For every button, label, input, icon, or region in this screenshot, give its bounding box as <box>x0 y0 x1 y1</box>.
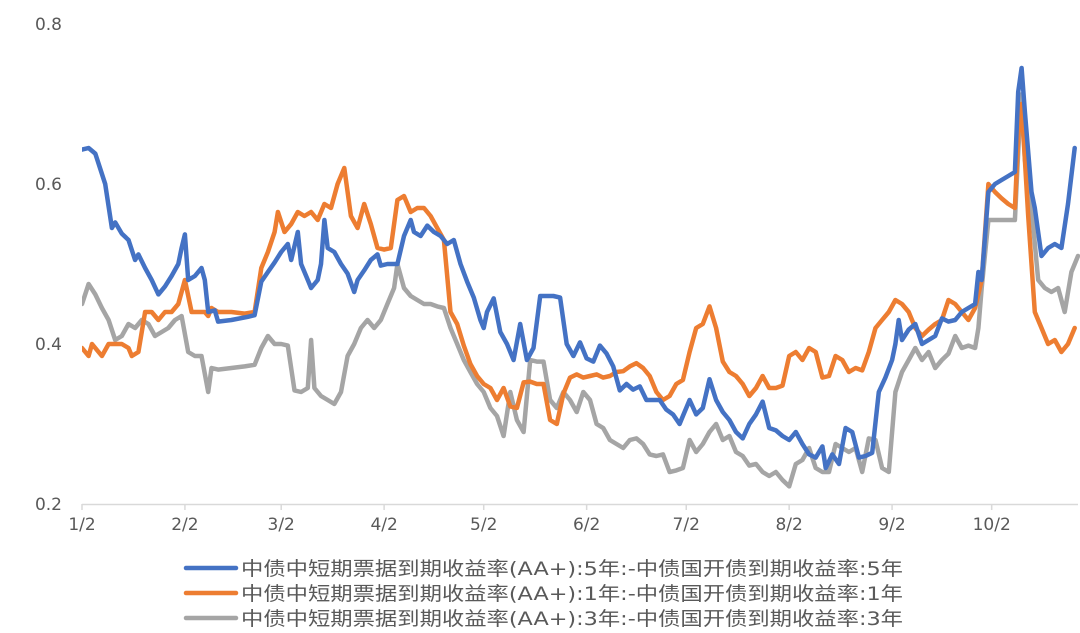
y-tick-label: 0.6 <box>35 175 62 195</box>
x-tick-label: 3/2 <box>268 515 295 535</box>
series-lines <box>82 65 1080 489</box>
x-tick-label: 10/2 <box>973 515 1011 535</box>
legend-label-2: 中债中短期票据到期收益率(AA+):1年:-中债国开债到期收益率:1年 <box>241 583 903 605</box>
y-tick-label: 0.4 <box>35 335 62 355</box>
x-tick-label: 8/2 <box>775 515 802 535</box>
y-tick-label: 0.8 <box>35 15 62 35</box>
x-tick-label: 5/2 <box>470 515 497 535</box>
legend: 中债中短期票据到期收益率(AA+):5年:-中债国开债到期收益率:5年中债中短期… <box>183 558 903 630</box>
x-tick-label: 9/2 <box>878 515 905 535</box>
axes: 0.2 0.4 0.6 0.8 1/2 2/2 3/2 4/2 5/2 6/2 7/2 8/2 9/2 1… <box>35 15 1078 535</box>
y-tick-label: 0.2 <box>35 495 62 515</box>
series-line-2 <box>82 101 1077 427</box>
legend-label-3: 中债中短期票据到期收益率(AA+):3年:-中债国开债到期收益率:3年 <box>241 608 903 630</box>
x-tick-label: 4/2 <box>370 515 397 535</box>
series-line-3 <box>82 92 1080 489</box>
x-tick-label: 7/2 <box>673 515 700 535</box>
legend-label-1: 中债中短期票据到期收益率(AA+):5年:-中债国开债到期收益率:5年 <box>241 558 903 580</box>
x-tick-label: 2/2 <box>171 515 198 535</box>
x-tick-label: 1/2 <box>68 515 95 535</box>
series-line-1 <box>82 65 1077 471</box>
x-tick-label: 6/2 <box>573 515 600 535</box>
